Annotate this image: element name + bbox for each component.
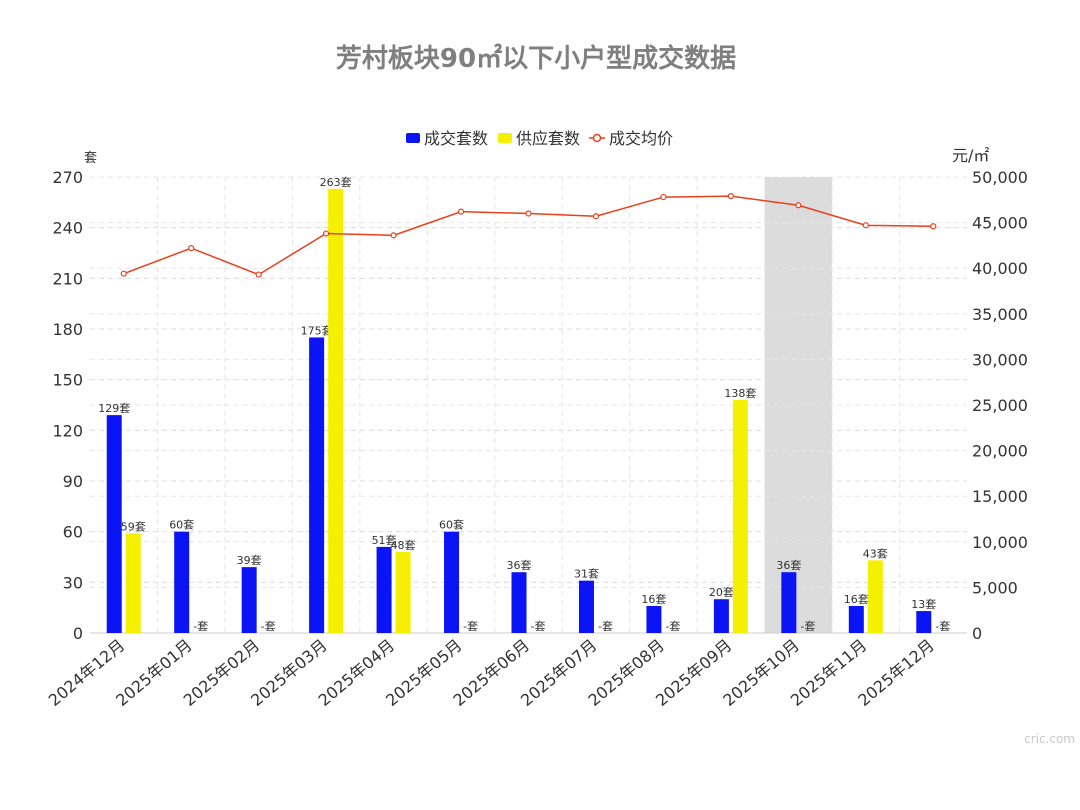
data-label-supply: -套: [598, 620, 613, 633]
legend-item-deals[interactable]: 成交套数: [406, 129, 488, 148]
bar-supply[interactable]: [125, 533, 141, 633]
bar-deals[interactable]: [106, 415, 122, 633]
bar-deals[interactable]: [916, 611, 932, 633]
bar-deals[interactable]: [848, 605, 864, 633]
data-label-deals: 39套: [237, 554, 262, 567]
bar-deals[interactable]: [174, 531, 190, 633]
data-label-deals: 51套: [372, 534, 397, 547]
bar-deals[interactable]: [781, 572, 797, 633]
data-label-deals: 20套: [709, 586, 734, 599]
legend: 成交套数 供应套数 成交均价: [406, 129, 673, 148]
data-label-deals: 175套: [301, 324, 333, 337]
bar-supply[interactable]: [867, 560, 883, 633]
left-axis-tick: 30: [63, 573, 83, 592]
bar-deals[interactable]: [646, 605, 662, 633]
right-axis-tick: 25,000: [972, 396, 1028, 415]
data-label-deals: 16套: [844, 593, 869, 606]
chart-title: 芳村板块90㎡以下小户型成交数据: [336, 43, 736, 74]
data-label-deals: 36套: [507, 559, 532, 572]
point-price[interactable]: [795, 202, 802, 209]
bar-deals[interactable]: [578, 580, 594, 633]
left-axis-tick: 90: [63, 472, 83, 491]
data-label-deals: 16套: [641, 593, 666, 606]
point-price[interactable]: [930, 223, 937, 230]
left-axis-tick: 180: [52, 320, 83, 339]
data-label-supply: 138套: [724, 387, 756, 400]
point-price[interactable]: [592, 213, 600, 220]
right-axis-tick: 20,000: [972, 442, 1028, 461]
legend-label-deals: 成交套数: [424, 129, 488, 148]
left-axis-tick: 210: [52, 269, 83, 288]
point-price[interactable]: [660, 193, 667, 201]
data-label-deals: 31套: [574, 568, 599, 581]
data-label-deals: 129套: [98, 402, 130, 415]
legend-swatch-supply: [498, 133, 512, 143]
right-axis-tick: 40,000: [972, 259, 1028, 278]
point-price[interactable]: [323, 230, 330, 237]
plot-area: 0 30 60 90 120 150 180 210 240 270 0 5,000 10,000 15,…: [45, 168, 1028, 710]
point-price[interactable]: [255, 271, 262, 278]
bar-deals[interactable]: [309, 337, 325, 633]
legend-label-supply: 供应套数: [516, 129, 580, 148]
right-axis-unit: 元/㎡: [952, 146, 989, 165]
left-axis-tick: 120: [52, 421, 83, 440]
bar-deals[interactable]: [511, 572, 527, 633]
bar-deals[interactable]: [376, 546, 392, 633]
data-label-deals: 60套: [169, 519, 194, 532]
data-label-deals: 13套: [911, 598, 936, 611]
data-label-supply: -套: [665, 620, 680, 633]
legend-label-price: 成交均价: [609, 129, 673, 148]
data-label-deals: 60套: [439, 519, 464, 532]
left-axis-unit: 套: [84, 150, 97, 166]
legend-item-supply[interactable]: 供应套数: [498, 129, 580, 148]
point-price[interactable]: [120, 270, 127, 277]
data-label-supply: -套: [935, 620, 950, 633]
legend-swatch-deals: [406, 133, 420, 143]
right-axis-tick: 30,000: [972, 350, 1028, 369]
bar-supply[interactable]: [328, 188, 344, 634]
right-axis-tick: 10,000: [972, 533, 1028, 552]
point-price[interactable]: [390, 232, 397, 239]
data-label-supply: 43套: [863, 547, 888, 560]
data-label-supply: 263套: [320, 176, 352, 189]
point-price[interactable]: [188, 245, 195, 252]
left-axis-tick: 0: [73, 624, 83, 643]
left-axis-tick: 60: [63, 523, 83, 542]
right-axis-tick: 0: [972, 624, 982, 643]
data-label-supply: -套: [531, 620, 546, 633]
data-label-deals: 36套: [776, 559, 801, 572]
data-label-supply: -套: [463, 620, 478, 633]
legend-item-price[interactable]: 成交均价: [589, 129, 673, 148]
right-axis-tick: 45,000: [972, 214, 1028, 233]
watermark: cric.com: [1024, 732, 1075, 746]
bar-deals[interactable]: [241, 567, 257, 633]
data-label-supply: -套: [261, 620, 276, 633]
right-axis-tick: 50,000: [972, 168, 1028, 187]
right-axis-tick: 15,000: [972, 487, 1028, 506]
bar-supply[interactable]: [732, 399, 748, 633]
data-label-supply: -套: [193, 620, 208, 633]
point-price[interactable]: [525, 210, 532, 217]
left-axis-tick: 150: [52, 371, 83, 390]
left-axis-tick: 240: [52, 219, 83, 238]
point-price[interactable]: [862, 222, 869, 229]
point-price[interactable]: [727, 193, 734, 200]
legend-marker-price: [592, 133, 602, 143]
right-axis-tick: 35,000: [972, 305, 1028, 324]
data-label-supply: -套: [800, 620, 815, 633]
bar-supply[interactable]: [395, 551, 411, 633]
left-axis-tick: 270: [52, 168, 83, 187]
data-label-supply: 48套: [391, 539, 416, 552]
data-label-supply: 59套: [121, 520, 146, 533]
right-axis-tick: 5,000: [972, 578, 1018, 597]
point-price[interactable]: [457, 208, 465, 215]
bar-deals[interactable]: [713, 599, 729, 633]
bar-deals[interactable]: [444, 531, 460, 633]
